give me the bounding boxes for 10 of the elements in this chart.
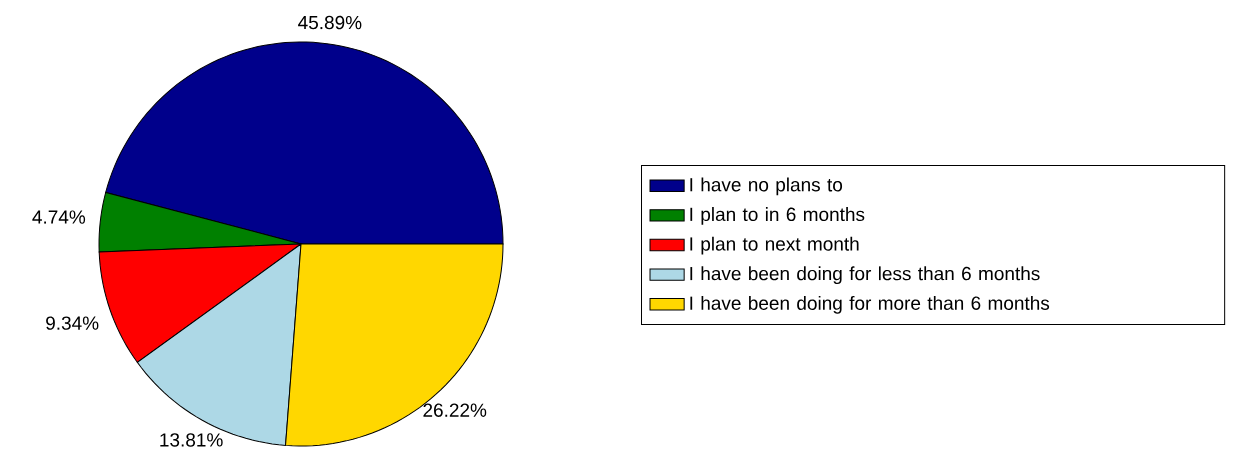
legend-label: I plan to next month (690, 236, 859, 255)
data-label: 45.89% (298, 15, 362, 30)
legend-label: I have been doing for less than 6 months (690, 266, 1040, 285)
legend-label: I have been doing for more than 6 months (690, 295, 1050, 314)
data-label: 4.74% (32, 210, 86, 224)
data-label: 9.34% (46, 316, 99, 330)
legend-label: I have no plans to (690, 177, 843, 196)
legend-label: I plan to in 6 months (690, 207, 865, 225)
data-label: 13.81% (160, 433, 223, 447)
data-label: 26.22% (423, 403, 487, 417)
